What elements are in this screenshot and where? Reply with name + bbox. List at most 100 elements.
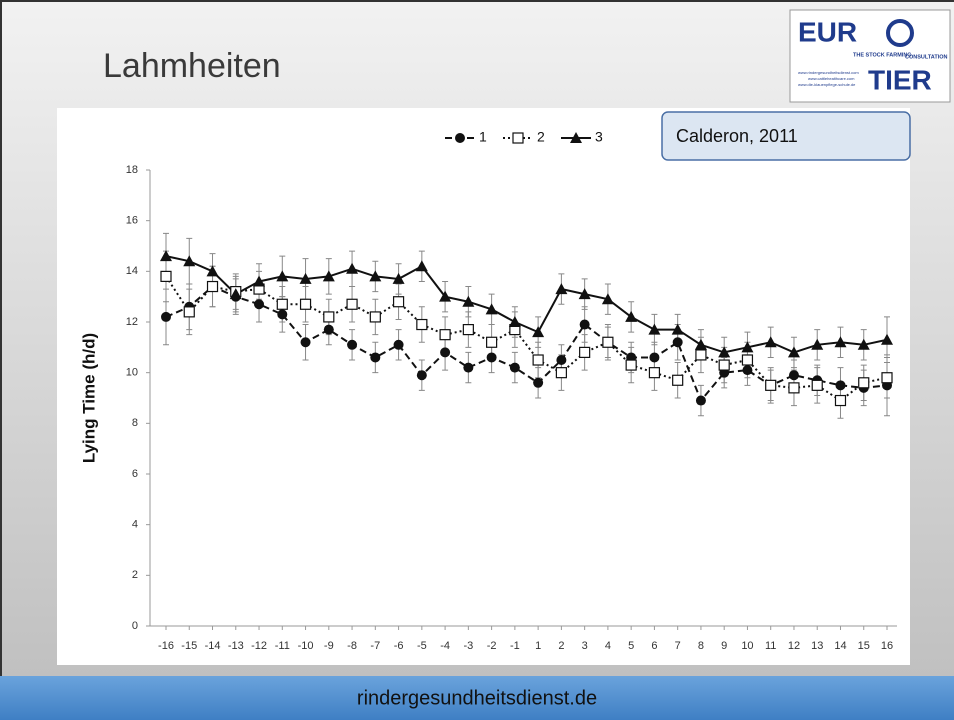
data-point (439, 329, 451, 341)
y-tick-label: 14 (126, 265, 138, 277)
data-point (625, 310, 638, 322)
data-point (811, 338, 824, 350)
data-point (254, 299, 265, 310)
legend-label: 2 (537, 129, 545, 145)
series-line (165, 285, 888, 403)
data-point (323, 311, 335, 323)
x-tick-label: 16 (881, 640, 893, 652)
x-tick-label: -4 (440, 640, 450, 652)
data-point (370, 352, 381, 363)
data-point (695, 395, 706, 406)
data-point (392, 272, 405, 284)
data-point (835, 380, 846, 391)
data-point (834, 394, 847, 407)
x-tick-label: 6 (651, 640, 657, 652)
x-tick-label: 9 (721, 640, 727, 652)
logo-url: www.rindergesundheitsdienst.com (798, 70, 859, 75)
x-tick-label: -13 (228, 640, 244, 652)
data-point (578, 288, 591, 300)
logo-box (789, 9, 951, 103)
data-point (415, 260, 428, 272)
x-tick-label: -8 (347, 640, 357, 652)
data-point (718, 359, 730, 371)
chart-panel (57, 108, 910, 665)
x-tick-label: -5 (417, 640, 427, 652)
data-point (276, 270, 289, 282)
data-point (463, 362, 474, 373)
logo-url: www.die-klauenpflege-schule.de (798, 82, 856, 87)
y-tick-label: 12 (126, 316, 138, 328)
data-point (881, 333, 893, 345)
data-point (485, 303, 498, 315)
y-tick-label: 2 (132, 569, 138, 581)
legend-marker (570, 132, 582, 143)
data-point (276, 298, 288, 310)
data-point (555, 367, 567, 379)
legend-label: 3 (595, 129, 603, 145)
logo: EUR THE STOCK FARMING CONSULTATION www.r… (789, 9, 951, 103)
y-tick-label: 0 (132, 620, 138, 632)
data-point (648, 323, 661, 335)
x-tick-label: -10 (298, 640, 314, 652)
data-point (253, 275, 266, 287)
data-point (300, 337, 311, 348)
data-point (742, 365, 753, 376)
logo-icon (886, 19, 914, 47)
x-tick-label: -15 (181, 640, 197, 652)
data-point (858, 377, 870, 389)
data-point (439, 290, 452, 302)
x-tick-label: -12 (251, 640, 267, 652)
data-point (532, 326, 545, 338)
data-point (508, 316, 521, 327)
data-point (416, 370, 427, 381)
data-point (532, 354, 544, 366)
data-point (183, 306, 195, 318)
x-tick-label: 2 (558, 640, 564, 652)
data-point (322, 270, 335, 282)
data-point (369, 270, 382, 282)
x-tick-label: 4 (605, 640, 611, 652)
x-tick-label: -9 (324, 640, 334, 652)
y-tick-label: 6 (132, 468, 138, 480)
x-tick-label: -16 (158, 640, 174, 652)
data-point (602, 336, 614, 348)
data-point (206, 265, 219, 277)
data-point (323, 324, 334, 335)
data-point (672, 337, 683, 348)
legend-label: 1 (479, 129, 487, 145)
data-point (579, 319, 590, 330)
data-point (648, 367, 661, 379)
data-point (346, 298, 358, 310)
logo-top: EUR (798, 16, 857, 47)
legend-marker (455, 133, 465, 143)
data-point (462, 324, 474, 336)
logo-bottom: TIER (868, 64, 932, 95)
x-tick-label: 7 (675, 640, 681, 652)
data-point (834, 336, 847, 348)
y-tick-label: 10 (126, 367, 138, 379)
data-point (393, 339, 404, 350)
x-tick-label: -14 (205, 640, 221, 652)
data-point (857, 338, 870, 350)
logo-url: www.cattlehealthcare.com (808, 76, 855, 81)
legend-marker (512, 132, 524, 144)
x-tick-label: 8 (698, 640, 704, 652)
data-point (229, 288, 242, 300)
y-tick-label: 8 (132, 417, 138, 429)
data-point (462, 295, 475, 307)
data-point (555, 283, 568, 295)
data-point (787, 346, 800, 358)
data-point (765, 379, 777, 391)
x-tick-label: 3 (582, 640, 588, 652)
y-tick-label: 4 (132, 519, 138, 531)
x-tick-label: -2 (487, 640, 497, 652)
data-point (183, 255, 196, 267)
data-point (206, 280, 219, 293)
data-point (299, 298, 312, 310)
annotation-box (661, 111, 911, 161)
logo-tagline: THE STOCK FARMING (853, 52, 912, 58)
data-point (788, 382, 800, 394)
